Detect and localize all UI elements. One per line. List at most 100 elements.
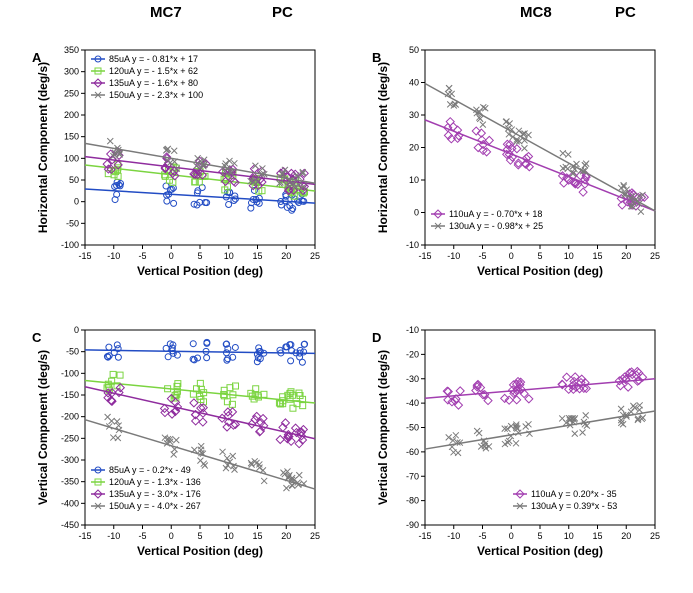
- svg-text:130uA y = 0.39*x - 53: 130uA y = 0.39*x - 53: [531, 501, 617, 511]
- svg-text:20: 20: [281, 531, 291, 541]
- svg-text:0: 0: [509, 531, 514, 541]
- svg-text:10: 10: [409, 175, 419, 185]
- svg-text:-50: -50: [66, 347, 79, 357]
- svg-text:10: 10: [224, 251, 234, 261]
- svg-text:0: 0: [74, 325, 79, 335]
- svg-text:20: 20: [281, 251, 291, 261]
- svg-text:150: 150: [64, 132, 79, 142]
- svg-text:10: 10: [564, 251, 574, 261]
- svg-text:10: 10: [564, 531, 574, 541]
- svg-text:-15: -15: [418, 531, 431, 541]
- panel-d-tag: D: [372, 330, 381, 345]
- svg-text:15: 15: [592, 251, 602, 261]
- svg-text:5: 5: [537, 251, 542, 261]
- panel-c-tag: C: [32, 330, 41, 345]
- svg-text:85uA y = - 0.2*x - 49: 85uA y = - 0.2*x - 49: [109, 465, 191, 475]
- svg-text:-5: -5: [138, 531, 146, 541]
- svg-text:15: 15: [252, 251, 262, 261]
- svg-text:120uA y = - 1.5*x + 62: 120uA y = - 1.5*x + 62: [109, 66, 198, 76]
- svg-text:25: 25: [310, 251, 320, 261]
- svg-text:-400: -400: [61, 498, 79, 508]
- panel-c: C -15-10-50510152025-450-400-350-300-250…: [30, 310, 330, 565]
- svg-text:150uA y = - 4.0*x - 267: 150uA y = - 4.0*x - 267: [109, 501, 201, 511]
- svg-text:150uA y = - 2.3*x + 100: 150uA y = - 2.3*x + 100: [109, 90, 203, 100]
- chart-d: -15-10-50510152025-90-80-70-60-50-40-30-…: [370, 310, 670, 565]
- svg-text:-300: -300: [61, 455, 79, 465]
- figure-root: MC7 PC MC8 PC A -15-10-50510152025-100-5…: [0, 0, 693, 593]
- svg-text:Vertical Component (deg/s): Vertical Component (deg/s): [36, 350, 50, 505]
- svg-text:-10: -10: [447, 531, 460, 541]
- panel-a: A -15-10-50510152025-100-500501001502002…: [30, 30, 330, 285]
- svg-text:-10: -10: [107, 251, 120, 261]
- svg-text:50: 50: [409, 45, 419, 55]
- svg-text:120uA y = - 1.3*x - 136: 120uA y = - 1.3*x - 136: [109, 477, 201, 487]
- svg-text:-40: -40: [406, 398, 419, 408]
- panel-d: D -15-10-50510152025-90-80-70-60-50-40-3…: [370, 310, 670, 565]
- svg-text:-350: -350: [61, 477, 79, 487]
- svg-text:10: 10: [224, 531, 234, 541]
- panel-b: B -15-10-50510152025-1001020304050Vertic…: [370, 30, 670, 285]
- svg-text:350: 350: [64, 45, 79, 55]
- svg-text:20: 20: [409, 143, 419, 153]
- svg-text:-15: -15: [78, 251, 91, 261]
- chart-b: -15-10-50510152025-1001020304050Vertical…: [370, 30, 670, 285]
- svg-text:135uA y = - 1.6*x + 80: 135uA y = - 1.6*x + 80: [109, 78, 198, 88]
- svg-text:0: 0: [509, 251, 514, 261]
- svg-text:-10: -10: [447, 251, 460, 261]
- svg-text:-80: -80: [406, 496, 419, 506]
- svg-text:Vertical Position (deg): Vertical Position (deg): [137, 264, 263, 278]
- svg-text:-15: -15: [418, 251, 431, 261]
- svg-text:25: 25: [310, 531, 320, 541]
- svg-text:-5: -5: [478, 531, 486, 541]
- svg-text:5: 5: [197, 251, 202, 261]
- panel-b-tag: B: [372, 50, 381, 65]
- svg-text:30: 30: [409, 110, 419, 120]
- svg-text:-5: -5: [478, 251, 486, 261]
- svg-text:-200: -200: [61, 412, 79, 422]
- svg-text:85uA y = - 0.81*x + 17: 85uA y = - 0.81*x + 17: [109, 54, 198, 64]
- svg-text:-100: -100: [61, 240, 79, 250]
- svg-text:-90: -90: [406, 520, 419, 530]
- svg-text:Vertical Position (deg): Vertical Position (deg): [137, 544, 263, 558]
- svg-text:15: 15: [252, 531, 262, 541]
- svg-text:110uA y = 0.20*x - 35: 110uA y = 0.20*x - 35: [531, 489, 617, 499]
- svg-text:0: 0: [169, 531, 174, 541]
- svg-text:-10: -10: [406, 325, 419, 335]
- svg-text:5: 5: [197, 531, 202, 541]
- svg-text:-5: -5: [138, 251, 146, 261]
- svg-text:300: 300: [64, 67, 79, 77]
- svg-text:Horizontal Component (deg/s): Horizontal Component (deg/s): [36, 62, 50, 233]
- svg-text:130uA y = - 0.98*x + 25: 130uA y = - 0.98*x + 25: [449, 221, 543, 231]
- svg-text:Vertical Component (deg/s): Vertical Component (deg/s): [376, 350, 390, 505]
- svg-text:0: 0: [414, 208, 419, 218]
- svg-text:-20: -20: [406, 349, 419, 359]
- svg-text:250: 250: [64, 88, 79, 98]
- svg-text:-30: -30: [406, 374, 419, 384]
- chart-a: -15-10-50510152025-100-50050100150200250…: [30, 30, 330, 285]
- svg-text:Vertical Position (deg): Vertical Position (deg): [477, 264, 603, 278]
- svg-text:-150: -150: [61, 390, 79, 400]
- svg-text:5: 5: [537, 531, 542, 541]
- svg-text:25: 25: [650, 251, 660, 261]
- svg-text:100: 100: [64, 153, 79, 163]
- svg-text:-50: -50: [66, 218, 79, 228]
- svg-text:-70: -70: [406, 471, 419, 481]
- svg-text:-250: -250: [61, 433, 79, 443]
- svg-text:20: 20: [621, 251, 631, 261]
- chart-c: -15-10-50510152025-450-400-350-300-250-2…: [30, 310, 330, 565]
- svg-text:0: 0: [169, 251, 174, 261]
- label-pc-left: PC: [272, 4, 293, 21]
- svg-text:110uA y = - 0.70*x + 18: 110uA y = - 0.70*x + 18: [449, 209, 542, 219]
- svg-text:-50: -50: [406, 423, 419, 433]
- svg-text:200: 200: [64, 110, 79, 120]
- svg-text:50: 50: [69, 175, 79, 185]
- svg-text:Horizontal Component (deg/s): Horizontal Component (deg/s): [376, 62, 390, 233]
- svg-text:40: 40: [409, 78, 419, 88]
- svg-text:-10: -10: [107, 531, 120, 541]
- svg-text:15: 15: [592, 531, 602, 541]
- svg-text:-10: -10: [406, 240, 419, 250]
- svg-text:-100: -100: [61, 368, 79, 378]
- panel-a-tag: A: [32, 50, 41, 65]
- svg-text:-450: -450: [61, 520, 79, 530]
- svg-text:25: 25: [650, 531, 660, 541]
